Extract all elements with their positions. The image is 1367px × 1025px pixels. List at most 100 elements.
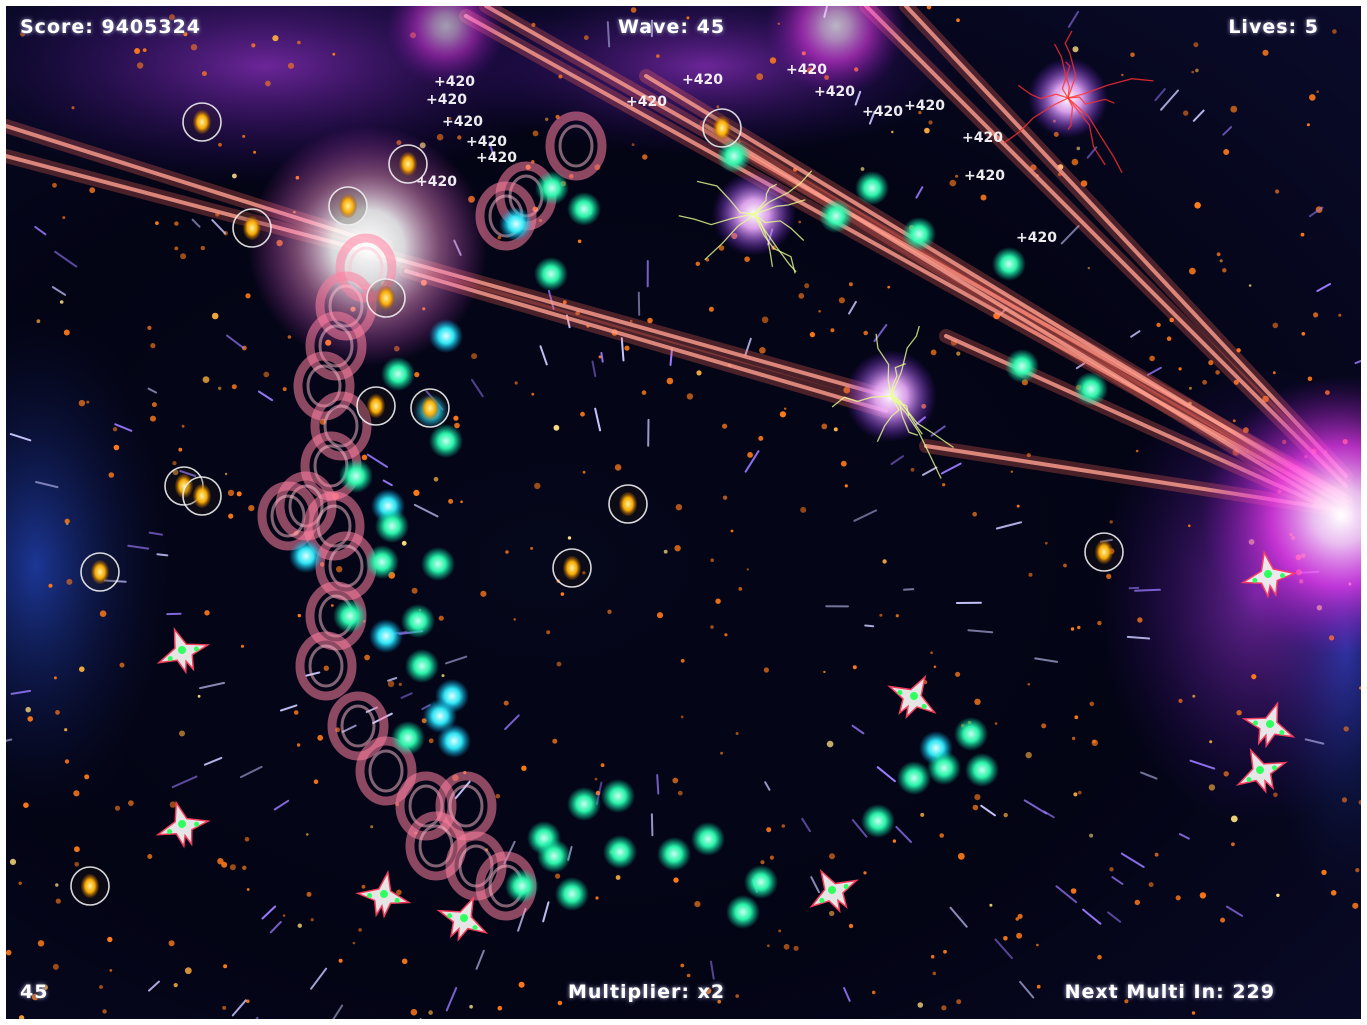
ember-particle [460,500,463,504]
motion-streak [1107,911,1122,923]
ember-particle [848,923,854,929]
ember-particle [798,220,802,224]
motion-streak [606,21,611,48]
ember-particle [887,285,891,289]
ring-segment-inner [368,749,404,793]
ember-particle [287,62,295,69]
ember-particle [63,329,70,336]
motion-streak [6,738,13,742]
motion-streak [843,987,851,1002]
wave-label: Wave: [618,16,689,38]
ember-particle [531,392,535,396]
motion-streak [199,681,225,690]
ember-particle [1089,701,1095,707]
ember-particle [1193,42,1199,48]
ship-core [1256,766,1264,774]
ship-light [921,703,927,709]
motion-streak [650,813,654,837]
spark-bolt [1003,97,1069,144]
ring-segment [315,271,377,341]
ember-particle [666,377,674,385]
ember-particle [1072,46,1079,53]
ember-particle [1352,902,1359,909]
ember-particle [607,609,612,614]
ember-particle [448,117,452,120]
ember-particle [336,566,343,573]
ember-particle [1071,158,1079,166]
ember-particle [240,644,245,648]
ember-particle [228,513,234,519]
ember-particle [52,182,57,188]
ember-particle [932,971,937,976]
pickup-core [367,394,385,418]
orb-enemy [603,835,637,869]
motion-streak [280,704,298,712]
motion-streak [103,579,127,583]
ship-core [910,692,918,700]
pickup-core [81,874,99,898]
ember-particle [1222,268,1227,273]
ring-segment [310,391,372,461]
orb-enemy [333,599,367,633]
ember-particle [798,293,805,299]
ember-particle [804,283,810,289]
spark-bolt [1064,30,1077,99]
motion-streak [994,938,1013,959]
ember-particle [1251,674,1257,680]
ember-particle [265,80,271,87]
ember-particle [9,858,17,866]
score-popup: +420 [626,94,667,110]
wave-value: 45 [696,16,726,38]
ring-segment-inner [308,644,344,688]
ember-particle [1231,842,1235,847]
ember-particle [361,884,366,889]
ember-particle [410,1008,418,1016]
ember-particle [89,187,96,194]
enemy-ship [436,895,489,942]
playfield[interactable]: +420+420+420+420+420+420+420+420+420+420… [6,6,1361,1019]
ember-particle [242,134,246,138]
ember-particle [1223,771,1229,777]
ember-particle [25,706,32,713]
ember-particle [99,985,103,989]
ember-particle [767,944,770,948]
score-popup: +420 [862,104,903,120]
ember-particle [747,452,753,458]
ember-particle [582,571,586,575]
ship-light [897,689,903,695]
ember-particle [955,671,961,677]
ring-segment-inner [323,404,359,448]
ship-core [178,820,186,828]
orb-enemy [534,257,568,291]
ember-particle [696,370,702,376]
game-viewport[interactable]: +420 +420 +420 +420 +420 +420 +420 +420 +420 +420… [6,6,1361,1019]
ember-particle [1358,800,1361,805]
ember-particle [200,245,205,251]
motion-streak [231,999,247,1017]
ember-particle [722,495,728,500]
pickup-core [619,492,637,516]
ember-particle [1183,110,1189,116]
ring-segment-inner [558,124,594,168]
ember-particle [557,1000,563,1006]
ember-particle [892,839,897,843]
spark-bolt [1054,43,1070,99]
motion-streak [1192,109,1205,122]
ember-particle [55,710,60,715]
ember-particle [514,381,518,385]
spark-bolt [753,199,806,215]
motion-streak [114,423,133,432]
spark-bolt [890,393,910,417]
ember-particle [20,31,26,37]
ember-particle [1188,386,1192,390]
motion-streak [1019,980,1035,999]
motion-streak [1304,738,1325,745]
score-popup: +420 [434,74,475,90]
ember-particle [86,400,90,404]
ember-particle [1275,189,1280,194]
ember-particle [218,386,222,390]
ember-particle [1359,686,1361,690]
ember-particle [532,130,539,137]
lives-value: 5 [1304,16,1319,38]
motion-streak [341,724,357,733]
